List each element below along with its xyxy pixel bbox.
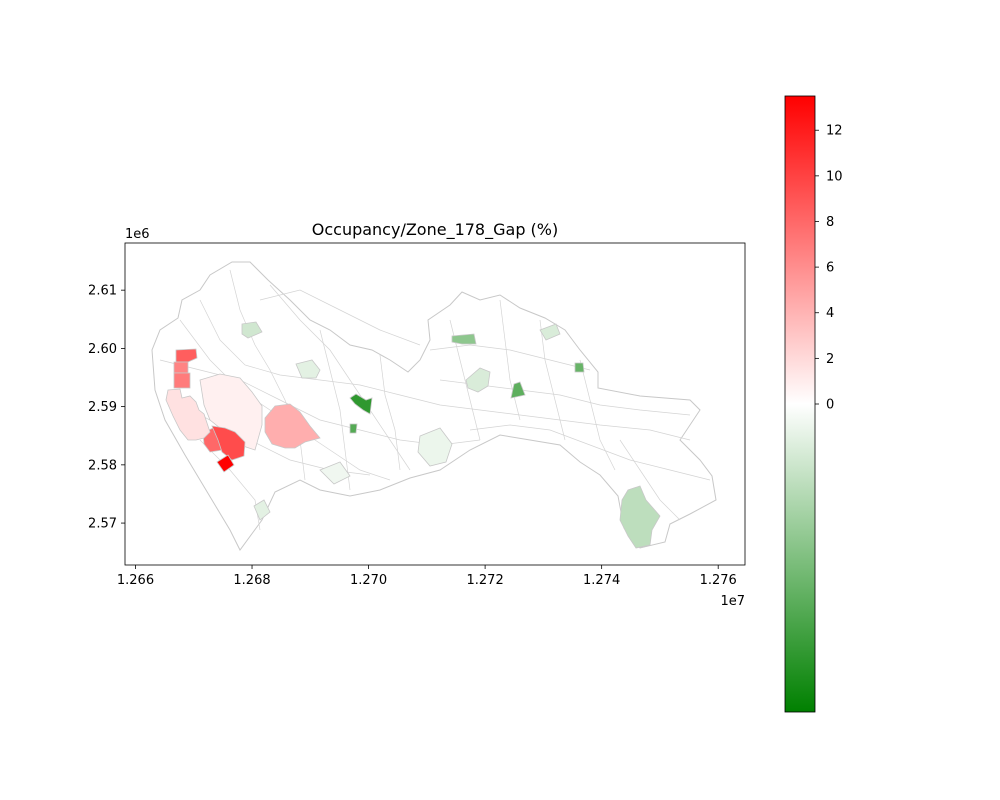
colorbar-tick-label: 10 bbox=[826, 169, 843, 184]
x-axis: 1.266 1.268 1.270 1.272 1.274 1.276 bbox=[117, 565, 737, 588]
zone-polygon[interactable] bbox=[295, 359, 321, 379]
zone-polygon[interactable] bbox=[264, 403, 321, 449]
zone-polygon[interactable] bbox=[199, 373, 263, 451]
y-tick-label: 2.61 bbox=[88, 284, 117, 299]
zone-polygon[interactable] bbox=[349, 423, 358, 434]
colorbar-tick-label: 2 bbox=[826, 352, 834, 367]
y-tick-label: 2.57 bbox=[88, 517, 117, 532]
zone-polygon[interactable] bbox=[175, 348, 198, 363]
colorbar-tick-label: 6 bbox=[826, 261, 834, 276]
zone-polygon[interactable] bbox=[510, 381, 526, 399]
zone-polygon[interactable] bbox=[211, 425, 246, 461]
region-outline bbox=[151, 261, 717, 551]
zone-polygon[interactable] bbox=[417, 427, 453, 467]
zone-polygon[interactable] bbox=[241, 321, 263, 339]
zone-polygon[interactable] bbox=[319, 461, 351, 485]
zone-polygon[interactable] bbox=[253, 499, 271, 521]
x-tick-label: 1.270 bbox=[350, 573, 387, 588]
colorbar-tick-label: 8 bbox=[826, 215, 834, 230]
colorbar-ticks: 0 2 4 6 8 10 12 bbox=[815, 124, 843, 413]
map-layer bbox=[151, 261, 717, 551]
zone-polygon[interactable] bbox=[539, 323, 561, 341]
colorbar-tick-label: 4 bbox=[826, 306, 834, 321]
x-tick-label: 1.268 bbox=[233, 573, 270, 588]
x-offset-label: 1e7 bbox=[720, 594, 745, 609]
plot-area: 1.266 1.268 1.270 1.272 1.274 1.276 2.572.582… bbox=[88, 227, 746, 609]
zone-polygon[interactable] bbox=[619, 485, 661, 549]
x-tick-label: 1.276 bbox=[700, 573, 737, 588]
x-tick-label: 1.274 bbox=[583, 573, 620, 588]
zone-polygon[interactable] bbox=[465, 367, 491, 393]
colorbar-gradient bbox=[784, 95, 816, 713]
colorbar-tick-label: 0 bbox=[826, 398, 834, 413]
x-tick-label: 1.266 bbox=[117, 573, 154, 588]
zone-polygon[interactable] bbox=[173, 361, 189, 374]
chart-title: Occupancy/Zone_178_Gap (%) bbox=[312, 220, 559, 240]
colorbar: 0 2 4 6 8 10 12 bbox=[784, 95, 843, 713]
colorbar-tick-label: 12 bbox=[826, 124, 843, 139]
zone-polygon[interactable] bbox=[349, 393, 373, 415]
zone-polygon[interactable] bbox=[216, 454, 235, 473]
y-axis: 2.57 2.58 2.59 2.60 2.61 bbox=[88, 284, 125, 532]
y-tick-label: 2.58 bbox=[88, 458, 117, 473]
y-tick-label: 2.60 bbox=[88, 342, 117, 357]
zone-polygon[interactable] bbox=[451, 333, 477, 345]
zone-polygon[interactable] bbox=[173, 372, 191, 389]
y-tick-label: 2.59 bbox=[88, 400, 117, 415]
y-offset-label: 1e6 bbox=[125, 227, 150, 242]
zone-polygon[interactable] bbox=[574, 362, 585, 373]
x-tick-label: 1.272 bbox=[467, 573, 504, 588]
highlighted-zone-178[interactable] bbox=[165, 388, 211, 441]
